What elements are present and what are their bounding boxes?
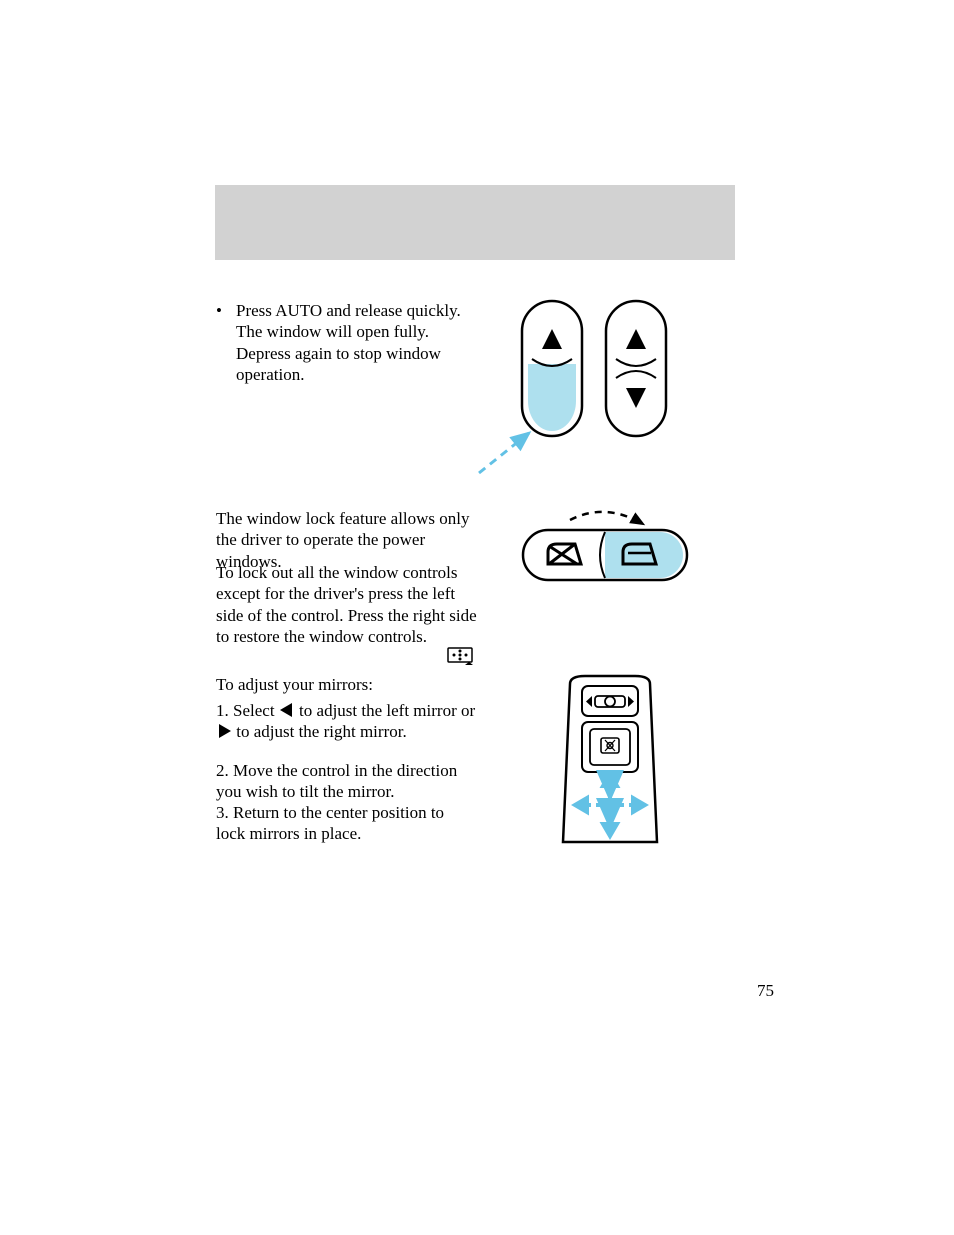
figure-mirror-control [545,674,675,844]
auto-window-text: Press AUTO and release quickly. The wind… [236,300,476,385]
manual-page: • Press AUTO and release quickly. The wi… [0,0,954,1235]
mirrors-step2: 2. Move the control in the direction you… [216,760,486,803]
page-number: 75 [757,981,774,1001]
auto-window-bullet: • Press AUTO and release quickly. The wi… [216,300,476,385]
figure-lock-switch [515,508,695,588]
step1-a: 1. Select [216,701,279,720]
triangle-right-icon [216,723,232,739]
figure-window-switches [474,295,704,475]
mirrors-intro: To adjust your mirrors: [216,674,476,695]
mirrors-step1: 1. Select to adjust the left mirror or t… [216,700,476,743]
window-lock-p2: To lock out all the window controls exce… [216,562,478,647]
bullet-dot: • [216,300,222,321]
mirrors-step3: 3. Return to the center position to lock… [216,802,476,845]
header-bar [215,185,735,260]
step1-b: to adjust the left mirror or [295,701,475,720]
triangle-left-icon [279,702,295,718]
mirror-section-icon [447,647,473,665]
step1-c: to adjust the right mirror. [232,722,407,741]
